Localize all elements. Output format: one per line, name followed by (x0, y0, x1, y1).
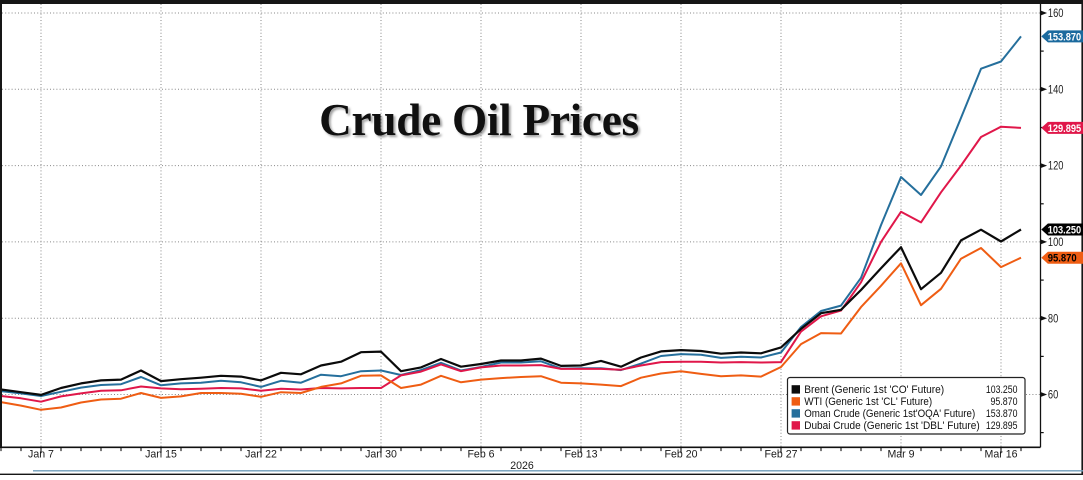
svg-text:Feb 13: Feb 13 (565, 449, 598, 461)
svg-text:Jan 7: Jan 7 (28, 449, 54, 461)
svg-text:2026: 2026 (510, 460, 534, 472)
svg-text:103.250: 103.250 (986, 384, 1018, 396)
svg-text:95.870: 95.870 (1048, 253, 1077, 265)
svg-text:160: 160 (1048, 8, 1064, 20)
svg-text:Dubai Crude (Generic 1st 'DBL': Dubai Crude (Generic 1st 'DBL' Future) (804, 420, 980, 432)
svg-text:Jan 22: Jan 22 (245, 449, 277, 461)
svg-text:153.870: 153.870 (1048, 31, 1082, 43)
svg-text:Feb 27: Feb 27 (765, 449, 798, 461)
svg-text:120: 120 (1048, 161, 1064, 173)
svg-text:Jan 15: Jan 15 (145, 449, 177, 461)
svg-text:Crude Oil Prices: Crude Oil Prices (319, 95, 639, 145)
svg-text:129.895: 129.895 (1048, 123, 1082, 135)
svg-text:Oman Crude (Generic 1st'OQA' F: Oman Crude (Generic 1st'OQA' Future) (804, 408, 975, 420)
svg-text:WTI (Generic 1st 'CL' Future): WTI (Generic 1st 'CL' Future) (804, 396, 932, 408)
svg-text:103.250: 103.250 (1048, 225, 1082, 237)
svg-text:Feb 6: Feb 6 (467, 449, 494, 461)
svg-text:Mar 16: Mar 16 (985, 449, 1018, 461)
svg-text:100: 100 (1048, 237, 1064, 249)
svg-text:Feb 20: Feb 20 (665, 449, 698, 461)
svg-text:Brent (Generic 1st 'CO' Future: Brent (Generic 1st 'CO' Future) (804, 384, 944, 396)
svg-text:140: 140 (1048, 84, 1064, 96)
svg-text:60: 60 (1048, 390, 1058, 402)
svg-text:Mar 9: Mar 9 (887, 449, 914, 461)
svg-text:129.895: 129.895 (986, 420, 1018, 432)
svg-text:95.870: 95.870 (991, 396, 1018, 408)
svg-text:Jan 30: Jan 30 (365, 449, 397, 461)
svg-text:153.870: 153.870 (986, 408, 1018, 420)
svg-text:80: 80 (1048, 313, 1058, 325)
